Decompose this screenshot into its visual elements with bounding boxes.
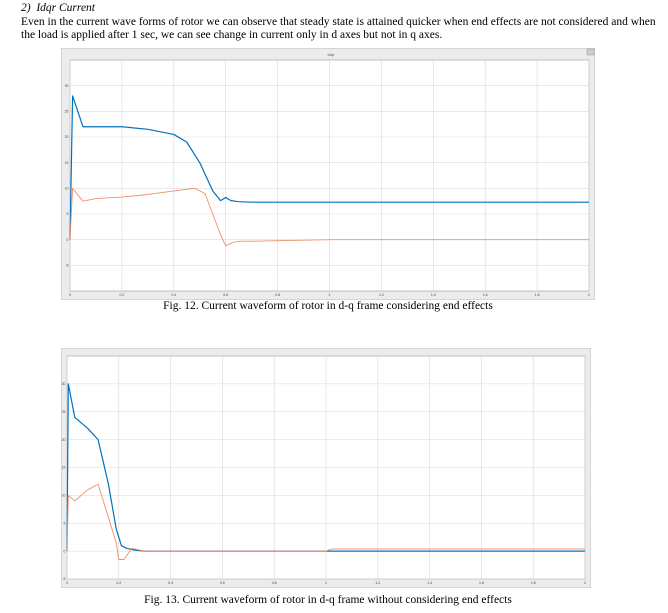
x-tick-label: 0.6 — [223, 293, 228, 297]
x-tick-label: 1.8 — [535, 293, 540, 297]
figure-13-caption: Fig. 13. Current waveform of rotor in d-… — [144, 594, 512, 606]
y-tick-label: 20 — [65, 135, 69, 139]
plot-title: Idqr — [328, 52, 336, 57]
figure-13-svg: 0 0.2 0.4 0.6 0.8 1 1.2 1.4 1.6 1.8 2-505101520253… — [61, 348, 591, 588]
series-2-line — [66, 483, 585, 560]
figure-12-caption: Fig. 12. Current waveform of rotor in d-… — [163, 300, 493, 312]
x-tick-label: 0.8 — [272, 581, 277, 585]
y-tick-label: 5 — [67, 212, 69, 216]
x-tick-label: 0.4 — [171, 293, 176, 297]
x-tick-label: 1.4 — [427, 581, 432, 585]
y-tick-label: 10 — [65, 187, 69, 191]
x-tick-label: 0.6 — [220, 581, 225, 585]
figure-12-svg: Idqr 0 0.2 0.4 0.6 0.8 1 1.2 1.4 1.6 1.8 2 -5 0 5 10 15… — [61, 48, 595, 300]
x-tick-label: 0 — [69, 293, 71, 297]
x-tick-label: 1.2 — [375, 581, 380, 585]
x-tick-label: 1.6 — [479, 581, 484, 585]
plot-axes: 0 0.2 0.4 0.6 0.8 1 1.2 1.4 1.6 1.8 2 -5 0 5 10 15 20 25 3… — [65, 59, 590, 297]
x-tick-label: 2 — [588, 293, 590, 297]
figure-12-plot: Idqr 0 0.2 0.4 0.6 0.8 1 1.2 1.4 1.6 1.8 2 -5 0 5 10 15… — [61, 48, 595, 300]
x-tick-label: 1 — [329, 293, 331, 297]
x-tick-label: 2 — [584, 581, 586, 585]
y-tick-label: 25 — [62, 410, 66, 414]
x-tick-label: 1.2 — [379, 293, 384, 297]
x-tick-label: 1 — [325, 581, 327, 585]
y-tick-label: 0 — [64, 549, 66, 553]
x-tick-label: 0.8 — [275, 293, 280, 297]
plot-axes: 0 0.2 0.4 0.6 0.8 1 1.2 1.4 1.6 1.8 2-505101520253… — [62, 355, 586, 585]
y-tick-label: 25 — [65, 110, 69, 114]
y-tick-label: -5 — [65, 264, 68, 268]
section-heading: 2) Idqr Current — [21, 2, 96, 14]
series-1-line — [69, 95, 589, 240]
y-tick-label: 15 — [62, 466, 66, 470]
y-tick-label: 0 — [67, 238, 69, 242]
y-tick-label: 10 — [62, 494, 66, 498]
y-tick-label: -5 — [62, 577, 65, 581]
x-tick-label: 0.2 — [119, 293, 124, 297]
y-tick-label: 30 — [65, 84, 69, 88]
x-tick-label: 1.4 — [431, 293, 436, 297]
series-2-line — [69, 187, 589, 247]
window-button[interactable] — [586, 48, 595, 56]
body-paragraph: Even in the current wave forms of rotor … — [21, 16, 656, 41]
y-tick-label: 20 — [62, 438, 66, 442]
x-tick-label: 0.4 — [168, 581, 173, 585]
figure-13-plot: 0 0.2 0.4 0.6 0.8 1 1.2 1.4 1.6 1.8 2 -5 0 5 10 15 20 25 3… — [61, 348, 591, 588]
y-tick-label: 15 — [65, 161, 69, 165]
x-tick-label: 0 — [66, 581, 68, 585]
y-tick-label: 5 — [64, 521, 66, 525]
x-tick-label: 1.8 — [531, 581, 536, 585]
y-tick-label: 30 — [62, 382, 66, 386]
x-tick-label: 0.2 — [116, 581, 121, 585]
x-tick-label: 1.6 — [483, 293, 488, 297]
